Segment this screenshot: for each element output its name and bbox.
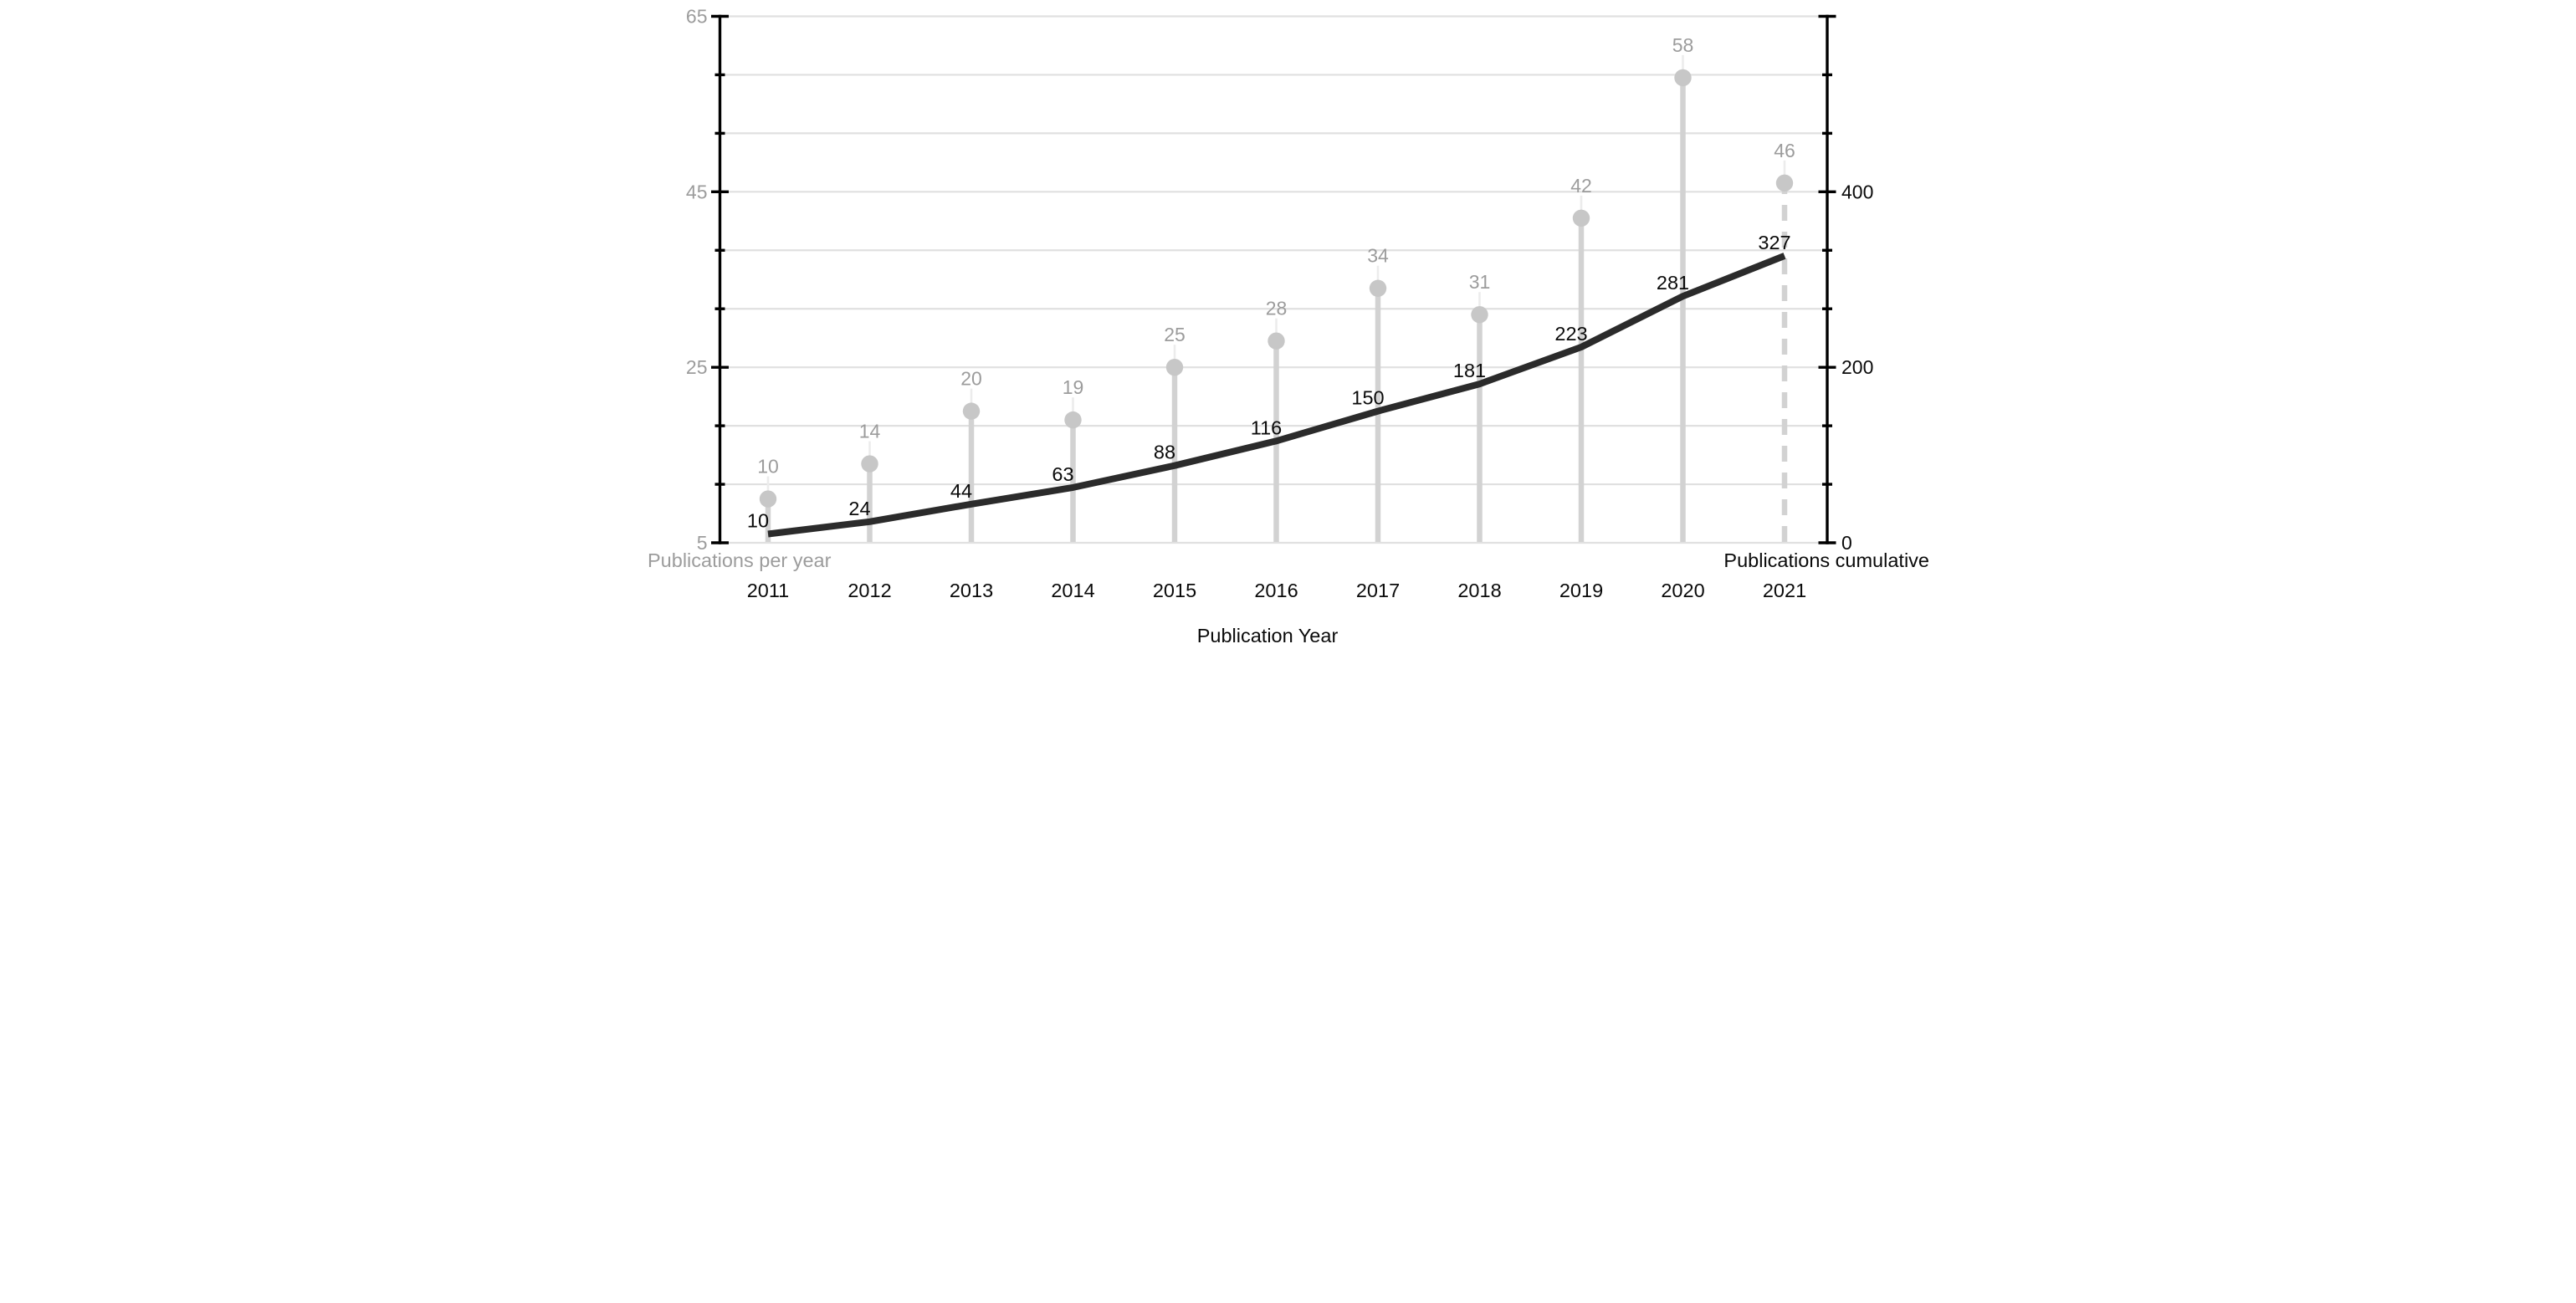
per-year-dot (1775, 174, 1793, 192)
per-year-value-label: 25 (1164, 324, 1186, 345)
axes-layer (710, 14, 1836, 544)
cumulative-value-label: 181 (1452, 360, 1485, 381)
publications-chart-container: 10 14 20 19 25 28 34 31 42 58 46 10 24 44 63 88 116 150 18… (644, 0, 1933, 652)
cumulative-value-label: 281 (1656, 272, 1688, 294)
cumulative-value-label: 10 (746, 510, 768, 532)
per-year-dot (1470, 306, 1488, 324)
cumulative-value-label: 24 (848, 498, 870, 519)
year-tick-label: 2015 (1152, 580, 1196, 601)
year-tick-label: 2016 (1254, 580, 1298, 601)
x-axis-title: Publication Year (1196, 625, 1338, 646)
per-year-value-label: 31 (1468, 271, 1490, 293)
per-year-dot (759, 490, 776, 508)
per-year-value-label: 20 (960, 368, 982, 390)
cumulative-value-label: 223 (1554, 323, 1587, 345)
year-tick-label: 2017 (1355, 580, 1399, 601)
year-tick-label: 2011 (746, 580, 789, 601)
per-year-dot (962, 402, 980, 420)
year-tick-label: 2019 (1559, 580, 1602, 601)
year-tick-label: 2013 (949, 580, 992, 601)
per-year-value-label: 28 (1265, 298, 1287, 319)
year-tick-label: 2012 (848, 580, 891, 601)
right-axis-tick-label: 400 (1841, 181, 1873, 202)
cumulative-value-label: 327 (1758, 232, 1790, 253)
lollipop-stems-layer (765, 54, 1787, 542)
per-year-dot (1165, 358, 1183, 376)
left-axis-title: Publications per year (648, 549, 832, 571)
right-axis-tick-label: 200 (1841, 356, 1873, 378)
left-axis-tick-label: 25 (685, 356, 707, 378)
per-year-dot (1267, 332, 1285, 350)
year-tick-label: 2014 (1051, 580, 1094, 601)
left-axis-tick-label: 65 (685, 6, 707, 28)
cumulative-value-label: 63 (1052, 463, 1073, 485)
year-tick-label: 2018 (1457, 580, 1501, 601)
right-axis-tick-label: 0 (1841, 532, 1852, 554)
cumulative-value-label: 44 (950, 480, 971, 502)
cumulative-line-layer (767, 253, 1785, 538)
left-axis-tick-label: 5 (696, 532, 707, 554)
per-year-dot (1673, 69, 1692, 87)
per-year-value-label: 58 (1672, 34, 1693, 56)
per-year-dot (860, 455, 878, 473)
year-labels-layer: 2011 2012 2013 2014 2015 2016 2017 2018 2019 2020… (746, 580, 1805, 601)
per-year-dot (1063, 411, 1082, 429)
per-year-dot (1572, 209, 1590, 227)
per-year-dot (1369, 279, 1386, 297)
left-axis-tick-label: 45 (685, 181, 707, 202)
per-year-value-label: 34 (1367, 245, 1389, 267)
per-year-value-label: 19 (1062, 376, 1083, 398)
value-labels-layer: 10 14 20 19 25 28 34 31 42 58 46 10 24 44 63 88 116 150 18… (746, 34, 1795, 532)
tick-labels-layer: 65 45 25 5 400 200 0 (685, 6, 1872, 554)
right-axis-title: Publications cumulative (1723, 549, 1929, 571)
per-year-value-label: 42 (1570, 175, 1592, 197)
cumulative-line (767, 253, 1785, 538)
per-year-value-label: 10 (757, 456, 779, 478)
lollipop-dots-layer (759, 69, 1793, 508)
year-tick-label: 2020 (1661, 580, 1704, 601)
cumulative-value-label: 116 (1250, 416, 1281, 438)
per-year-value-label: 46 (1774, 140, 1795, 161)
per-year-value-label: 14 (858, 421, 880, 442)
cumulative-value-label: 150 (1351, 387, 1384, 409)
year-tick-label: 2021 (1762, 580, 1805, 601)
cumulative-value-label: 88 (1153, 442, 1175, 463)
